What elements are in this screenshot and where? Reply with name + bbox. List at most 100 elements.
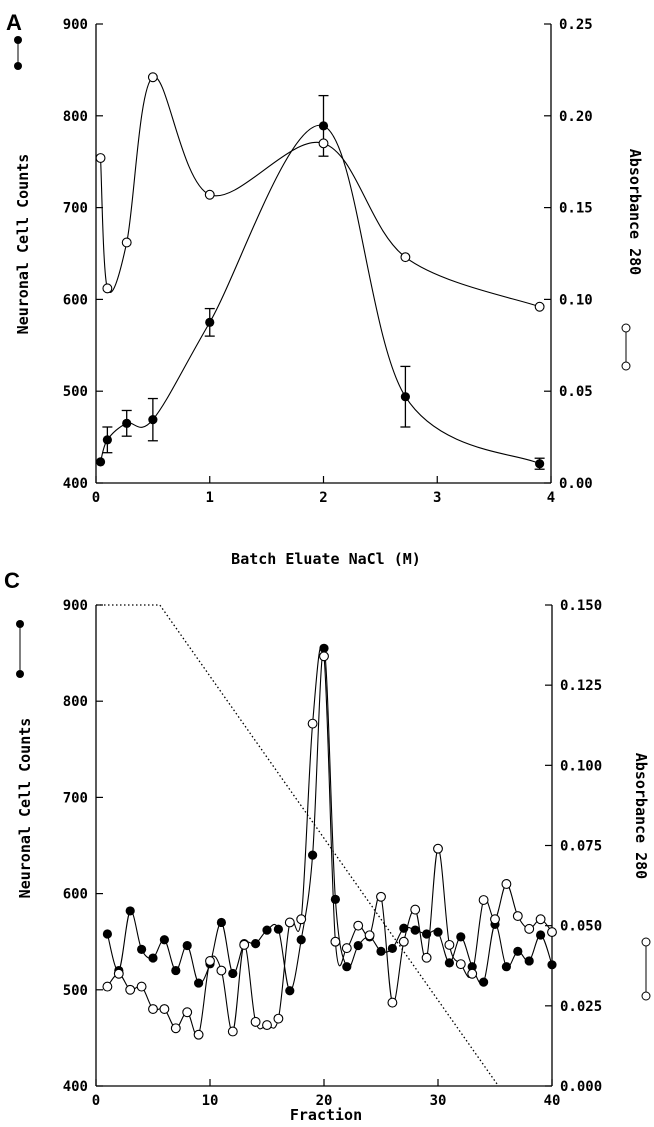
panel-c-point-absorbance — [284, 917, 295, 928]
panel-a-x-tick-label: 2 — [319, 490, 327, 506]
panel-a-point-cell-count — [205, 317, 215, 327]
panel-c-point-absorbance — [490, 914, 500, 925]
panel-c-point-absorbance — [193, 1029, 204, 1040]
panel-c-y-left-tick-label: 600 — [63, 887, 88, 903]
panel-c-point-absorbance — [341, 943, 352, 954]
panel-a-y-left-tick-label: 800 — [63, 109, 88, 125]
panel-c-point-absorbance — [501, 879, 512, 889]
panel-c-point-absorbance — [387, 997, 398, 1008]
panel-a-letter: A — [6, 10, 22, 35]
panel-a-point-absorbance — [534, 301, 545, 312]
panel-a-y-right-tick-label: 0.05 — [559, 384, 593, 400]
panel-c-point-absorbance — [455, 959, 466, 970]
panel-c-point-absorbance — [250, 1016, 261, 1027]
panel-c-y-right-tick-label: 0.100 — [560, 758, 602, 774]
panel-a-y-right-tick-label: 0.15 — [559, 201, 593, 217]
panel-a-x-tick-label: 3 — [433, 490, 441, 506]
panel-c-point-absorbance — [113, 968, 124, 979]
panel-a-series-cell-counts-line — [100, 124, 540, 465]
panel-c-point-absorbance — [421, 952, 432, 963]
panel-a-y-right-tick-label: 0.00 — [559, 476, 593, 492]
panel-a-y-right-tick-label: 0.10 — [559, 292, 593, 308]
panel-c-point-cell-count — [456, 932, 466, 942]
panel-c-point-cell-count — [536, 930, 546, 940]
panel-c-point-absorbance — [398, 936, 409, 947]
panel-c-point-absorbance — [319, 651, 329, 662]
panel-c-point-absorbance — [307, 718, 318, 729]
panel-a-point-cell-count — [148, 415, 158, 425]
panel-a-point-absorbance — [95, 153, 106, 163]
panel-c-point-cell-count — [262, 925, 272, 935]
panel-c-point-absorbance — [102, 981, 113, 992]
panel-c-point-cell-count — [342, 962, 352, 972]
panel-c-x-tick-label: 10 — [202, 1093, 219, 1109]
panel-c-y-left-tick-label: 900 — [63, 598, 88, 614]
panel-a-point-cell-count — [400, 392, 410, 402]
panel-c-y-left-tick-label: 700 — [63, 790, 88, 806]
panel-c-point-absorbance — [444, 939, 455, 950]
panel-a-point-absorbance — [147, 72, 158, 83]
panel-a-y-left-label: Neuronal Cell Counts — [14, 154, 32, 335]
panel-c-point-cell-count — [148, 953, 158, 963]
panel-c-point-cell-count — [387, 943, 397, 954]
panel-a-x-tick-label: 1 — [206, 490, 214, 506]
panel-c-point-absorbance — [512, 911, 523, 921]
panel-c-point-absorbance — [205, 955, 215, 966]
panel-a-y-left-tick-label: 600 — [63, 292, 88, 308]
panel-c-point-absorbance — [216, 965, 227, 976]
panel-c-y-left-tick-label: 400 — [63, 1079, 88, 1095]
panel-c-point-absorbance — [182, 1007, 193, 1018]
panel-c-point-absorbance — [353, 920, 364, 931]
panel-c-x-tick-label: 20 — [316, 1093, 333, 1109]
panel-c-point-cell-count — [102, 929, 112, 939]
panel-a-point-absorbance — [400, 252, 411, 263]
panel-c-point-cell-count — [296, 935, 306, 945]
panel-c-point-cell-count — [547, 960, 557, 970]
panel-c-point-absorbance — [376, 891, 386, 902]
panel-c-point-absorbance — [170, 1023, 181, 1034]
panel-c-y-right-tick-label: 0.075 — [560, 839, 602, 855]
panel-c-point-cell-count — [194, 978, 204, 988]
panel-c-y-right-tick-label: 0.050 — [560, 919, 602, 935]
panel-c-x-tick-label: 0 — [92, 1093, 100, 1109]
panel-c-point-cell-count — [524, 956, 534, 966]
panel-c-point-cell-count — [137, 944, 147, 954]
panel-c-point-cell-count — [125, 906, 135, 916]
panel-a-series-absorbance-line — [100, 76, 540, 308]
panel-c-point-absorbance — [239, 939, 250, 950]
panel-a-y-right-tick-label: 0.20 — [559, 109, 593, 125]
panel-c-point-cell-count — [353, 940, 363, 951]
panel-c-point-absorbance — [262, 1020, 272, 1031]
panel-c-point-absorbance — [433, 843, 443, 854]
panel-c-y-right-label: Absorbance 280 — [632, 753, 650, 879]
panel-c-point-absorbance — [136, 981, 147, 992]
panel-c-y-right-tick-label: 0.150 — [560, 598, 602, 614]
panel-c-point-cell-count — [182, 940, 192, 951]
panel-c-y-left-label: Neuronal Cell Counts — [16, 718, 34, 899]
panel-a-y-left-tick-label: 900 — [63, 17, 88, 33]
panel-a-x-label: Batch Eluate NaCl (M) — [231, 550, 421, 568]
panel-c-point-cell-count — [410, 925, 420, 935]
panel-c-point-cell-count — [513, 946, 523, 956]
panel-a-left-legend — [14, 36, 22, 70]
panel-a-y-left-tick-label: 400 — [63, 476, 88, 492]
panel-c-point-cell-count — [273, 924, 283, 934]
panel-c-point-cell-count — [216, 917, 226, 928]
panel-c-y-right-tick-label: 0.000 — [560, 1079, 602, 1095]
panel-c-point-cell-count — [501, 962, 511, 972]
panel-c-point-cell-count — [308, 850, 318, 860]
panel-c-y-left-tick-label: 500 — [63, 983, 88, 999]
panel-c-y-right-tick-label: 0.125 — [560, 678, 602, 694]
panel-a-right-legend — [621, 323, 631, 371]
panel-c-point-cell-count — [479, 977, 489, 987]
panel-c-point-cell-count — [376, 946, 386, 956]
panel-c-point-cell-count — [171, 965, 181, 976]
panel-c-point-absorbance — [125, 984, 136, 995]
panel-c-point-absorbance — [478, 895, 489, 905]
panel-c-point-absorbance — [535, 914, 546, 925]
panel-a-point-cell-count — [102, 435, 112, 445]
panel-c-gradient-line — [96, 604, 499, 1087]
panel-c-x-label: Fraction — [290, 1106, 362, 1124]
panel-c-point-absorbance — [159, 1004, 170, 1014]
